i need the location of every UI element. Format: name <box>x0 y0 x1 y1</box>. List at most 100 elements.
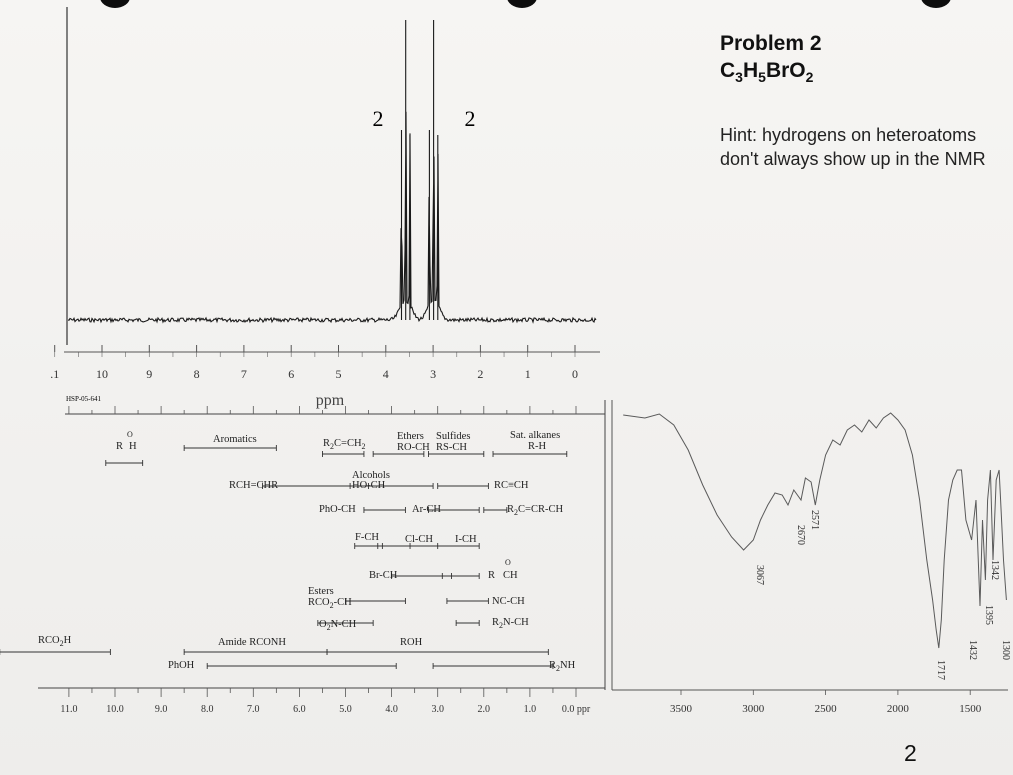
corr-label-i-ch: I-CH <box>455 534 477 545</box>
corr-range-bar <box>322 451 365 457</box>
corr-label-cl-ch: Cl-CH <box>405 534 433 545</box>
corr-tick-label: 0.0 ppr <box>562 704 591 715</box>
corr-tick-label: 9.0 <box>155 704 168 715</box>
integration-label: 2 <box>373 106 384 131</box>
corr-label-ketone-o: O <box>505 558 511 567</box>
corr-label-ethers: Ethers <box>397 431 424 442</box>
corr-label-sulfides: Sulfides <box>436 431 470 442</box>
corr-tick-label: 1.0 <box>524 704 537 715</box>
corr-range-bar <box>372 451 425 457</box>
corr-range-bar <box>349 483 434 489</box>
nmr-tick-label: 0 <box>572 367 578 381</box>
ir-ticks: 3500 3000 2500 2000 1500 <box>670 690 982 715</box>
corr-range-bar <box>0 649 111 655</box>
corr-label-aromatics: Aromatics <box>213 434 257 445</box>
corr-label-sat-alkanes-sub: R-H <box>528 441 547 452</box>
corr-tick-label: 8.0 <box>201 704 214 715</box>
hint-text: Hint: hydrogens on heteroatoms don't alw… <box>720 125 986 169</box>
molecular-formula: C3H5BrO2 <box>720 59 814 85</box>
corr-label-o2n-ch: O2N-CH <box>319 619 357 632</box>
corr-label-r2nh: R2NH <box>549 660 576 673</box>
corr-top-ticks <box>68 406 577 414</box>
nmr-tick-label: 1 <box>525 367 531 381</box>
corr-range-bar <box>492 451 568 457</box>
nmr-trace <box>67 20 597 324</box>
corr-tick-label: 5.0 <box>339 704 352 715</box>
corr-range-bar <box>345 598 406 604</box>
corr-label-br-ch: Br-CH <box>369 570 398 581</box>
corr-ranges <box>0 445 568 669</box>
nmr-tick-label: 4 <box>383 367 389 381</box>
nmr-major-ticks: .1 10 9 8 7 6 5 4 3 2 1 0 <box>50 345 578 381</box>
corr-range-bar <box>317 620 374 626</box>
nmr-tick-label: 3 <box>430 367 436 381</box>
corr-label-alcohols: Alcohols <box>352 470 390 481</box>
corr-range-bar <box>409 543 480 549</box>
corr-range-bar <box>428 451 485 457</box>
nmr-tick-label: 9 <box>146 367 152 381</box>
ir-peak-label: 3067 <box>754 565 765 585</box>
ir-peak-label: 2670 <box>795 525 806 545</box>
corr-range-bar <box>446 598 489 604</box>
corr-label-alcohols-sub: HO-CH <box>352 480 386 491</box>
problem-heading: Problem 2 C3H5BrO2 <box>720 30 822 91</box>
binder-hole <box>100 0 130 8</box>
corr-label-ar-ch: Ar-CH <box>412 504 441 515</box>
ir-tick-label: 3500 <box>670 703 693 715</box>
corr-label-amide: Amide RCONH <box>218 637 286 648</box>
corr-label-alkyne: RC≡CH <box>494 480 529 491</box>
ir-tick-label: 2000 <box>887 703 910 715</box>
corr-label-rch-chr: RCH=CHR <box>229 480 278 491</box>
corr-label-alkene: R2C=CH2 <box>323 438 366 451</box>
corr-label-r2n-ch: R2N-CH <box>492 617 529 630</box>
problem-title: Problem 2 <box>720 32 822 55</box>
ir-tick-label: 3000 <box>742 703 765 715</box>
corr-label-sulfides-sub: RS-CH <box>436 442 467 453</box>
corr-label-pho-ch: PhO-CH <box>319 504 356 515</box>
ir-tick-label: 2500 <box>815 703 838 715</box>
corr-label-aldehyde-o: O <box>127 430 133 439</box>
corr-label-roh: ROH <box>400 637 423 648</box>
integration-label: 2 <box>465 106 476 131</box>
corr-tick-label: 4.0 <box>385 704 398 715</box>
nmr-tick-label: .1 <box>50 367 59 381</box>
corr-tick-label: 6.0 <box>293 704 306 715</box>
corr-tick-label: 11.0 <box>60 704 77 715</box>
corr-tick-label: 10.0 <box>106 704 124 715</box>
nmr-tick-label: 7 <box>241 367 247 381</box>
corr-label-phoh: PhOH <box>168 660 195 671</box>
nmr-tick-label: 8 <box>194 367 200 381</box>
corr-label-sat-alkanes: Sat. alkanes <box>510 430 560 441</box>
page-number: 2 <box>904 740 917 766</box>
nmr-tick-label: 10 <box>96 367 108 381</box>
ir-trace <box>623 412 1007 649</box>
corr-range-bar <box>326 649 549 655</box>
nmr-fine-ticks <box>54 352 576 357</box>
corr-tick-label: 2.0 <box>478 704 491 715</box>
ir-peak-label: 1717 <box>935 660 946 680</box>
corr-label-f-ch: F-CH <box>355 532 379 543</box>
corr-tick-label: 7.0 <box>247 704 260 715</box>
ir-tick-label: 1500 <box>959 703 982 715</box>
corr-bottom-ticks: 11.0 10.0 9.0 8.0 7.0 6.0 5.0 4.0 3.0 2.0 1.0 0.0 p… <box>60 688 591 715</box>
ir-peak-label: 1432 <box>967 640 978 660</box>
binder-hole <box>921 0 951 8</box>
corr-range-bar <box>441 573 480 579</box>
corr-range-bar <box>363 507 406 513</box>
corr-range-bar <box>437 483 489 489</box>
corr-label-esters: Esters <box>308 586 334 597</box>
corr-range-bar <box>483 507 508 513</box>
spectrum-code: HSP-05-641 <box>66 395 102 403</box>
corr-label-rco2h: RCO2H <box>38 635 72 648</box>
corr-range-bar <box>455 620 480 626</box>
corr-range-bar <box>183 445 277 451</box>
corr-range-bar <box>105 460 144 466</box>
nmr-tick-label: 2 <box>477 367 483 381</box>
corr-label-ketone: R CH <box>488 570 518 581</box>
